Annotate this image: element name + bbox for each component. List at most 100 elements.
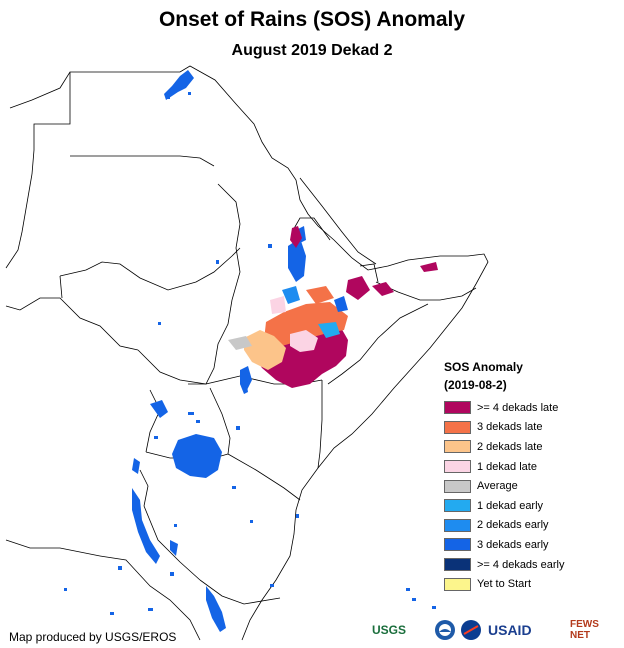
legend-label: 1 dekad early [477, 499, 544, 512]
blue-speck [406, 588, 410, 591]
anomaly-1-dekad-late [290, 330, 318, 352]
legend-swatch [444, 420, 471, 434]
blue-speck [174, 524, 177, 527]
border-libya-egypt [31, 72, 71, 175]
legend-swatch [444, 499, 471, 513]
gulf-of-aden-shore [375, 281, 477, 301]
anomaly-3-dekads-early [288, 238, 306, 282]
legend-label: Average [477, 480, 518, 493]
anomaly-middle-pink [270, 296, 286, 314]
lake-tanganyika [132, 488, 160, 564]
blue-speck [432, 606, 436, 609]
border-kenya-uganda [209, 387, 231, 455]
blue-speck [64, 588, 67, 591]
legend-date: (2019-08-2) [444, 378, 507, 392]
blue-speck [232, 486, 236, 489]
anomaly-afar-late [346, 276, 370, 300]
noaa-seal-icon [435, 620, 455, 640]
legend-swatch [444, 558, 471, 572]
blue-speck [270, 584, 274, 587]
anomaly-south-early [240, 366, 252, 392]
anomaly-2-dekads-late [244, 330, 286, 370]
anomaly-1-dekad-early [318, 322, 340, 338]
blue-speck [412, 598, 416, 601]
anomaly-somaliland-late [420, 262, 438, 272]
blue-speck [188, 92, 191, 95]
border-drc-uganda [145, 389, 161, 453]
blue-speck [296, 514, 299, 518]
legend-swatch [444, 577, 471, 591]
border-car [5, 297, 139, 351]
legend-item: Yet to Start [444, 574, 619, 594]
nasa-logo [460, 616, 484, 644]
legend-label: 1 dekad late [477, 460, 537, 473]
anomaly-3-dekads-late [264, 302, 348, 346]
anomaly-2-dekads-early [282, 286, 300, 304]
border-drc-zambia [99, 555, 201, 641]
lake-nasser [164, 70, 194, 100]
legend-swatch [444, 460, 471, 474]
legend-title: SOS Anomaly [444, 360, 523, 374]
lake-kivu [132, 458, 140, 474]
nasa-seal-icon [461, 620, 481, 640]
legend-item: 2 dekads late [444, 437, 619, 457]
lake-malawi [206, 586, 226, 632]
blue-speck [188, 412, 194, 415]
legend-items: >= 4 dekads late 3 dekads late 2 dekads la… [444, 398, 619, 594]
red-sea-shore [299, 177, 377, 265]
legend-item: 3 dekads early [444, 535, 619, 555]
border-egypt-sudan [70, 155, 215, 167]
anomaly-east-early [334, 296, 348, 312]
usaid-logo: USAID [488, 622, 532, 638]
noaa-logo [434, 616, 458, 644]
fews-net-logo: FEWS NET [570, 619, 599, 641]
blue-speck [236, 426, 240, 430]
border-djibouti [359, 263, 379, 283]
anomaly-north-late [290, 226, 302, 248]
legend-item: 3 dekads late [444, 418, 619, 438]
legend-label: >= 4 dekads early [477, 558, 565, 571]
legend-item: 1 dekad late [444, 457, 619, 477]
blue-speck [118, 566, 122, 570]
legend-item: Average [444, 476, 619, 496]
blue-speck [166, 96, 170, 99]
anomaly-djibouti-late [372, 282, 394, 296]
somalia-border [327, 303, 429, 385]
border-south-sudan-south [137, 349, 207, 385]
blue-speck [196, 420, 200, 423]
border-central [59, 275, 63, 299]
border-kenya-tanzania [227, 453, 301, 501]
anomaly-middle-late [306, 286, 334, 304]
border-drc-rwanda [139, 469, 149, 507]
legend-label: 3 dekads early [477, 538, 549, 551]
legend-item: 1 dekad early [444, 496, 619, 516]
lake-rukwa [170, 540, 178, 556]
border-tanzania-mozambique [199, 579, 281, 605]
legend-swatch [444, 538, 471, 552]
map-subtitle: August 2019 Dekad 2 [231, 42, 393, 59]
legend-label: Yet to Start [477, 578, 532, 591]
legend: SOS Anomaly (2019-08-2) >= 4 dekads late… [444, 358, 619, 594]
blue-speck [170, 572, 174, 576]
border-sudan-southsudan [59, 247, 241, 291]
blue-speck [250, 520, 253, 523]
blue-speck [268, 244, 272, 248]
blue-speck [216, 260, 219, 264]
blue-speck [154, 436, 158, 439]
border-drc-tanzania [143, 505, 201, 581]
border-chad-sudan [5, 173, 33, 269]
map-credit: Map produced by USGS/EROS [9, 630, 177, 644]
sos-anomaly-region [228, 226, 438, 392]
legend-swatch [444, 401, 471, 415]
legend-item: >= 4 dekads early [444, 555, 619, 575]
legend-label: >= 4 dekads late [477, 401, 559, 414]
legend-label: 3 dekads late [477, 421, 543, 434]
blue-speck [148, 608, 153, 611]
border-west-drc [5, 539, 101, 557]
legend-item: >= 4 dekads late [444, 398, 619, 418]
legend-item: 2 dekads early [444, 516, 619, 536]
usgs-logo: USGS [372, 623, 407, 637]
legend-swatch [444, 440, 471, 454]
coastline [9, 65, 489, 641]
